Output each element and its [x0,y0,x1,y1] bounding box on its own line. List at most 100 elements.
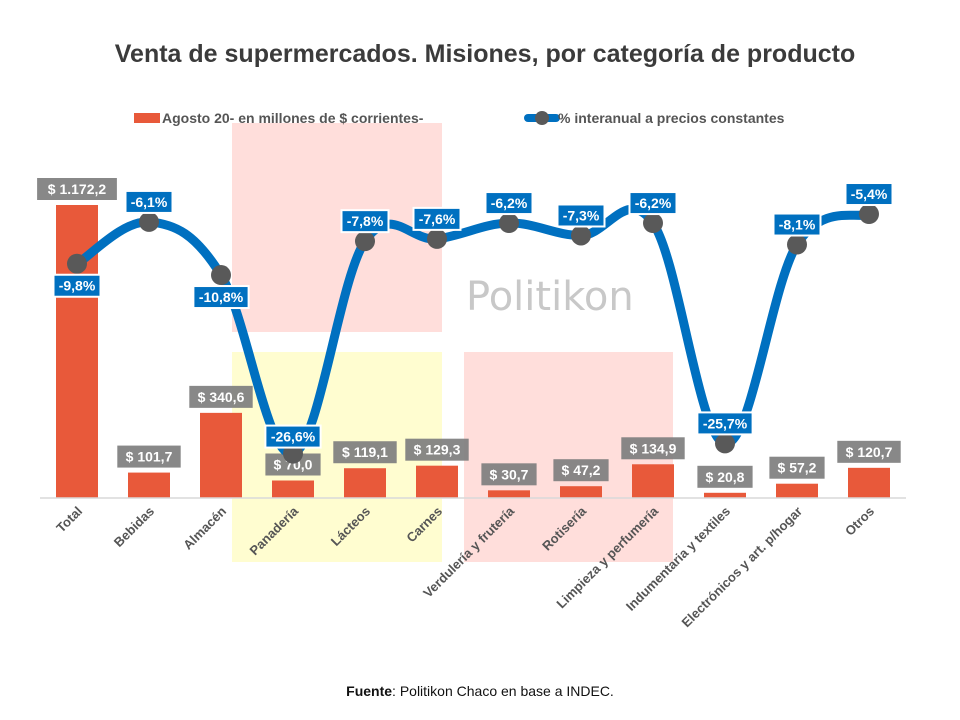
bar-data-label: $ 20,8 [697,465,753,488]
line-data-label-bg [772,212,822,237]
legend: Agosto 20- en millones de $ corrientes- … [134,110,785,126]
line-data-label-bg [844,182,894,207]
line-data-label-bg [124,189,174,214]
bar-data-label: $ 101,7 [117,445,181,468]
bar-data-label-text: $ 57,2 [778,460,817,476]
legend-line-marker [535,111,549,125]
bar-data-label-text: $ 70,0 [274,457,313,473]
line-data-label: -9,8% [52,273,102,298]
line-marker [859,204,879,225]
line-marker [715,433,735,454]
line-data-label: -10,8% [192,285,250,310]
bar-data-label-bg [189,385,253,408]
line-data-label: -6,1% [124,189,174,214]
line-data-label-text: -10,8% [199,289,244,305]
line-data-label-bg [264,424,322,449]
line-data-label-bg [696,411,754,436]
line-data-label-text: -8,1% [779,217,816,233]
bar-data-label: $ 134,9 [621,437,685,460]
bar-data-label-bg [621,437,685,460]
bar-data-label-text: $ 1.172,2 [48,181,107,197]
bar-data-label-bg [333,441,397,464]
legend-item-line: % interanual a precios constantes [524,110,785,126]
bar [632,464,674,498]
line-marker [67,253,87,274]
bar-data-label-text: $ 47,2 [562,462,601,478]
bar [128,472,170,498]
line-marker [571,225,591,246]
legend-item-bars: Agosto 20- en millones de $ corrientes- [134,110,424,126]
line-data-label-text: -6,2% [635,195,672,211]
bar [776,483,818,498]
bar-data-label: $ 47,2 [553,459,609,482]
line-data-label: -7,3% [556,203,606,228]
legend-bar-swatch [134,113,160,123]
bar [488,490,530,498]
line-data-label-text: -6,2% [491,195,528,211]
bar-data-label-text: $ 340,6 [198,389,245,405]
bar-data-label-bg [837,440,901,463]
category-label: Total [53,504,85,536]
bar [560,486,602,498]
source-note: Fuente: Politikon Chaco en base a INDEC. [0,683,960,699]
bar [704,492,746,498]
bar [200,412,242,498]
line-marker [139,211,159,232]
bar-data-label-text: $ 119,1 [342,444,388,460]
bar-data-label-text: $ 101,7 [126,449,173,465]
category-label: Electrónicos y art. p/hogar [679,504,806,631]
line-marker [427,228,447,249]
line-marker [787,234,807,255]
line-marker [499,213,519,234]
bar-label-group: $ 1.172,2 $ 101,7 $ 340,6 $ 70,0 $ 119,1 $ 12… [37,178,901,488]
bar-data-label-bg [405,438,469,461]
bar-data-label-bg [117,445,181,468]
bar-series [56,205,890,498]
bar-data-label-text: $ 30,7 [490,466,529,482]
bar-data-label: $ 340,6 [189,385,253,408]
line-data-label-text: -25,7% [703,415,748,431]
bar-data-label-text: $ 134,9 [630,440,677,456]
line-data-label-text: -7,3% [563,207,600,223]
line-label-group: -9,8% -6,1% -10,8% -26,6% -7,8% -7,6% -6,2% -7,… [52,182,894,449]
line-data-label: -26,6% [264,424,322,449]
bar-data-label: $ 1.172,2 [37,178,117,200]
category-label: Bebidas [111,504,157,550]
category-label: Otros [842,504,877,539]
line-data-label-bg [484,191,534,216]
category-label: Almacén [180,503,229,552]
legend-line-label: % interanual a precios constantes [558,110,785,126]
source-text: : Politikon Chaco en base a INDEC. [392,683,614,699]
bar-data-label-bg [265,453,321,476]
bar-data-label-bg [697,465,753,488]
line-data-label-bg [52,273,102,298]
line-data-label-text: -26,6% [271,429,316,445]
line-data-label-text: -6,1% [131,194,168,210]
watermark-text: Politikon [466,274,634,320]
bar-data-label-text: $ 20,8 [706,469,745,485]
line-data-label-bg [412,206,462,231]
bar [416,465,458,498]
line-data-label: -8,1% [772,212,822,237]
legend-bar-label: Agosto 20- en millones de $ corrientes- [162,110,424,126]
bar [848,467,890,498]
line-data-label-text: -5,4% [851,186,888,202]
line-data-label: -5,4% [844,182,894,207]
bar-data-label: $ 129,3 [405,438,469,461]
bar-data-label: $ 119,1 [333,441,397,464]
line-data-label: -7,8% [340,209,390,234]
bar-data-label: $ 70,0 [265,453,321,476]
bar-data-label-text: $ 120,7 [846,444,893,460]
bar-data-label-bg [37,178,117,200]
line-marker [643,213,663,234]
source-label: Fuente [346,683,393,699]
bar-data-label: $ 30,7 [481,463,537,486]
line-data-label-text: -9,8% [59,278,96,294]
line-marker [211,265,231,286]
line-data-label-bg [340,209,390,234]
bar-data-label-bg [553,459,609,482]
line-data-label: -6,2% [484,191,534,216]
bar [272,480,314,498]
chart-title: Venta de supermercados. Misiones, por ca… [115,40,855,68]
